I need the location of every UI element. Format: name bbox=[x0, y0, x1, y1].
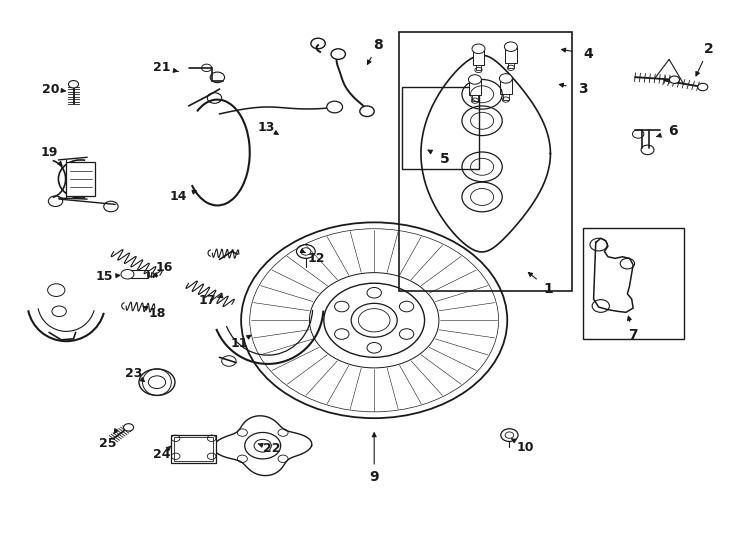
Circle shape bbox=[499, 73, 512, 83]
Circle shape bbox=[472, 44, 485, 53]
Bar bbox=[500, 78, 512, 94]
Text: 8: 8 bbox=[373, 38, 382, 52]
Text: 12: 12 bbox=[308, 252, 325, 265]
Circle shape bbox=[121, 269, 134, 279]
Bar bbox=[128, 270, 148, 279]
Text: 16: 16 bbox=[156, 261, 172, 274]
Text: 18: 18 bbox=[148, 307, 166, 320]
Circle shape bbox=[504, 42, 517, 51]
Text: 13: 13 bbox=[258, 120, 275, 133]
Text: 20: 20 bbox=[42, 83, 59, 96]
Circle shape bbox=[331, 49, 346, 59]
Text: 22: 22 bbox=[264, 442, 281, 455]
Text: 2: 2 bbox=[704, 42, 713, 56]
Bar bbox=[330, 106, 341, 110]
Text: 6: 6 bbox=[668, 124, 677, 138]
Text: 15: 15 bbox=[95, 270, 113, 283]
Circle shape bbox=[327, 101, 343, 113]
Text: 7: 7 bbox=[628, 328, 638, 342]
Bar bbox=[472, 96, 478, 100]
Bar bbox=[171, 435, 216, 463]
Bar bbox=[503, 94, 509, 99]
Text: 3: 3 bbox=[578, 82, 588, 96]
Text: 5: 5 bbox=[440, 152, 449, 166]
Text: 11: 11 bbox=[230, 336, 247, 349]
Text: 25: 25 bbox=[99, 437, 117, 450]
Text: 23: 23 bbox=[125, 367, 142, 380]
Bar bbox=[476, 65, 482, 70]
Circle shape bbox=[698, 83, 708, 91]
Text: 1: 1 bbox=[543, 281, 553, 295]
Text: 4: 4 bbox=[584, 47, 593, 61]
Bar bbox=[174, 437, 213, 461]
Text: 19: 19 bbox=[40, 146, 58, 159]
Text: 9: 9 bbox=[369, 470, 379, 484]
Circle shape bbox=[468, 75, 482, 84]
Text: 10: 10 bbox=[517, 441, 534, 454]
Bar bbox=[66, 162, 95, 197]
Circle shape bbox=[669, 76, 680, 83]
Bar bbox=[505, 46, 517, 63]
Bar bbox=[473, 49, 484, 65]
Bar bbox=[469, 79, 481, 96]
Text: 17: 17 bbox=[199, 294, 216, 307]
Circle shape bbox=[68, 80, 79, 88]
Text: 24: 24 bbox=[153, 448, 171, 461]
Text: 14: 14 bbox=[170, 191, 187, 204]
Circle shape bbox=[123, 424, 134, 431]
Bar bbox=[508, 63, 514, 68]
Circle shape bbox=[360, 106, 374, 117]
Bar bbox=[399, 32, 572, 291]
Bar bbox=[583, 228, 683, 339]
Text: 21: 21 bbox=[153, 62, 171, 75]
Bar bbox=[401, 87, 479, 170]
